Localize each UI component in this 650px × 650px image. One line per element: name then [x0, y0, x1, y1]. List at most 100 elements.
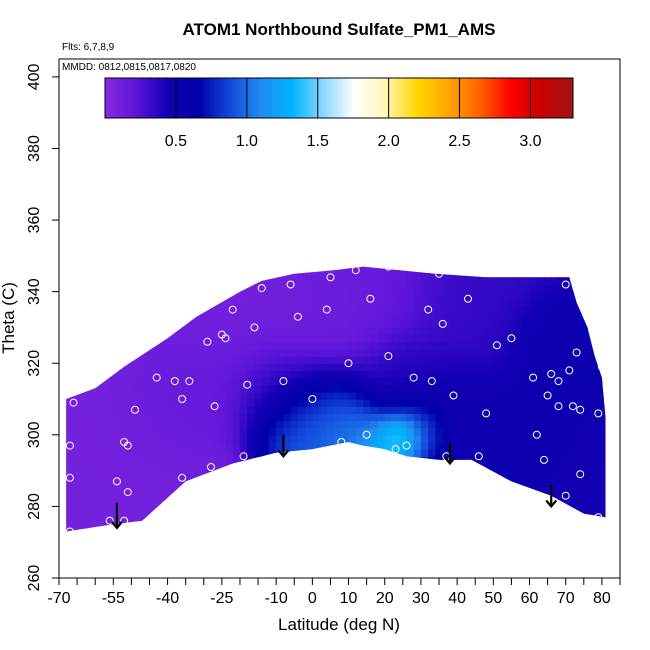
heatmap-cell: [478, 313, 487, 321]
heatmap-cell: [305, 399, 313, 407]
heatmap-cell: [370, 420, 379, 429]
heatmap-cell: [174, 499, 183, 508]
heatmap-cell: [384, 327, 393, 336]
heatmap-cell: [182, 506, 190, 515]
heatmap-cell: [572, 377, 581, 386]
heatmap-cell: [225, 363, 234, 371]
heatmap-cell: [131, 370, 140, 379]
heatmap-cell: [218, 399, 227, 407]
heatmap-cell: [543, 413, 552, 422]
heatmap-cell: [602, 256, 610, 264]
heatmap-cell: [406, 499, 415, 508]
heatmap-cell: [131, 327, 140, 336]
heatmap-cell: [370, 413, 379, 422]
heatmap-cell: [529, 506, 538, 515]
heatmap-cell: [449, 441, 458, 450]
heatmap-cell: [225, 284, 234, 293]
heatmap-cell: [305, 341, 313, 350]
heatmap-cell: [203, 470, 212, 479]
heatmap-cell: [471, 291, 480, 300]
heatmap-cell: [594, 320, 603, 329]
heatmap-cell: [290, 527, 299, 532]
heatmap-cell: [572, 420, 581, 429]
heatmap-cell: [73, 384, 82, 393]
heatmap-cell: [182, 470, 190, 479]
heatmap-cell: [66, 270, 75, 278]
heatmap-cell: [305, 327, 313, 336]
heatmap-cell: [536, 384, 545, 393]
heatmap-cell: [391, 327, 400, 336]
heatmap-cell: [587, 320, 596, 329]
heatmap-cell: [522, 513, 531, 522]
heatmap-cell: [203, 277, 212, 286]
heatmap-cell: [319, 420, 328, 429]
heatmap-cell: [406, 470, 415, 479]
heatmap-cell: [145, 341, 154, 350]
heatmap-cell: [587, 298, 596, 307]
heatmap-cell: [232, 284, 241, 293]
heatmap-cell: [391, 506, 400, 515]
heatmap-cell: [283, 356, 292, 364]
heatmap-cell: [522, 413, 531, 422]
heatmap-cell: [580, 298, 589, 307]
heatmap-cell: [551, 492, 560, 500]
heatmap-cell: [543, 341, 552, 350]
heatmap-cell: [587, 427, 596, 436]
heatmap-cell: [399, 363, 408, 371]
heatmap-cell: [239, 499, 248, 508]
heatmap-cell: [449, 284, 458, 293]
heatmap-cell: [601, 434, 606, 443]
heatmap-cell: [131, 520, 140, 529]
heatmap-cell: [261, 477, 270, 486]
sample-point: [438, 319, 447, 328]
heatmap-cell: [124, 305, 132, 314]
heatmap-cell: [80, 520, 89, 529]
heatmap-cell: [160, 520, 169, 529]
heatmap-cell: [486, 470, 494, 479]
heatmap-cell: [174, 277, 183, 286]
heatmap-cell: [66, 477, 67, 486]
heatmap-cell: [457, 484, 465, 493]
heatmap-cell: [515, 277, 523, 286]
heatmap-cell: [153, 284, 161, 293]
heatmap-cell: [537, 256, 545, 264]
heatmap-cell: [334, 298, 342, 307]
heatmap-cell: [218, 370, 227, 379]
flight-arrow: [277, 434, 290, 459]
heatmap-cell: [551, 535, 559, 543]
heatmap-cell: [341, 520, 350, 529]
heatmap-cell: [203, 370, 212, 379]
heatmap-cell: [138, 363, 147, 371]
heatmap-cell: [413, 356, 422, 364]
heatmap-cell: [348, 449, 357, 457]
heatmap-cell: [116, 406, 125, 414]
heatmap-cell: [66, 527, 67, 532]
heatmap-cell: [239, 377, 248, 386]
heatmap-cell: [609, 392, 617, 400]
heatmap-cell: [406, 391, 415, 400]
heatmap-cell: [507, 463, 516, 472]
heatmap-cell: [377, 384, 386, 393]
heatmap-cell: [261, 449, 270, 457]
heatmap-cell: [551, 266, 560, 271]
heatmap-cell: [276, 363, 284, 371]
sample-point: [594, 409, 603, 418]
heatmap-cell: [95, 441, 104, 450]
heatmap-cell: [471, 363, 480, 371]
heatmap-cell: [449, 413, 458, 422]
heatmap-cell: [276, 506, 284, 515]
heatmap-cell: [507, 284, 516, 293]
heatmap-cell: [413, 456, 422, 465]
heatmap-cell: [609, 299, 617, 307]
heatmap-cell: [594, 341, 603, 350]
heatmap-cell: [102, 492, 111, 500]
heatmap-cell: [254, 370, 263, 379]
heatmap-cell: [168, 256, 176, 264]
heatmap-cell: [102, 377, 111, 386]
sample-point: [308, 395, 317, 403]
heatmap-cell: [377, 298, 386, 307]
heatmap-cell: [225, 456, 234, 465]
heatmap-cell: [536, 499, 545, 508]
heatmap-cell: [385, 256, 393, 264]
heatmap-cell: [348, 341, 357, 350]
